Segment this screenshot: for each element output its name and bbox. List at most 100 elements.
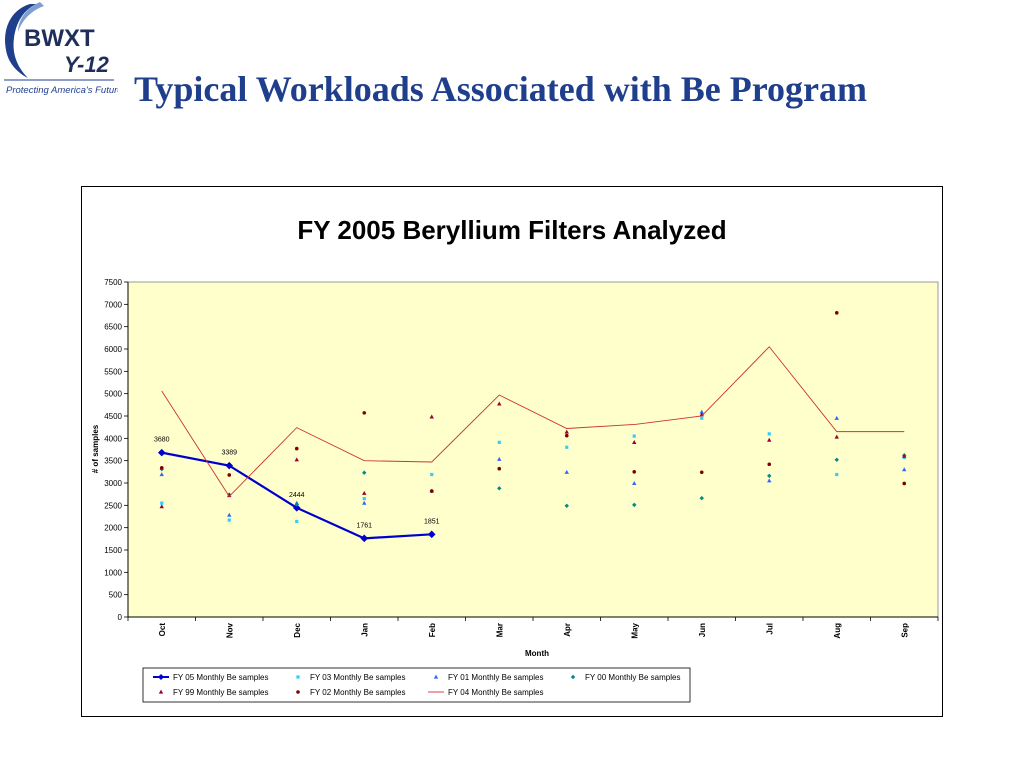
data-point xyxy=(497,440,501,444)
y-tick-label: 6000 xyxy=(104,345,122,354)
legend-item: FY 99 Monthly Be samples xyxy=(158,688,268,697)
logo-swoosh-accent xyxy=(18,2,44,32)
data-point xyxy=(902,453,907,458)
x-tick-label: May xyxy=(630,622,639,638)
data-label: 3680 xyxy=(154,437,170,444)
y-tick-label: 4500 xyxy=(104,412,122,421)
x-tick-label: Sep xyxy=(900,623,909,638)
data-point xyxy=(362,470,367,475)
data-label: 1761 xyxy=(356,522,372,529)
data-point xyxy=(632,481,637,486)
data-point xyxy=(834,415,839,420)
beryllium-chart: FY 2005 Beryllium Filters Analyzed 0 500 1… xyxy=(91,215,939,703)
y-tick-label: 500 xyxy=(109,591,123,600)
legend-swatch-marker xyxy=(157,673,165,681)
legend-box xyxy=(142,667,691,703)
data-point xyxy=(227,512,232,517)
legend-item: FY 02 Monthly Be samples xyxy=(296,688,405,697)
data-point xyxy=(767,473,772,479)
data-point xyxy=(497,466,502,471)
data-point xyxy=(159,504,164,509)
legend-swatch-marker xyxy=(433,674,439,679)
data-label: 3389 xyxy=(221,450,237,457)
x-tick-label: Aug xyxy=(833,623,842,639)
data-point xyxy=(227,493,232,498)
series-fy-04-monthly-be-samples-line xyxy=(161,346,905,498)
data-point xyxy=(430,472,434,477)
x-tick-label: Jun xyxy=(698,623,707,637)
data-point xyxy=(294,446,299,451)
chart-frame: FY 2005 Beryllium Filters Analyzed 0 500 1… xyxy=(81,186,943,717)
data-point xyxy=(159,472,164,477)
logo-brand-bottom: Y-12 xyxy=(64,52,110,77)
data-label: 1851 xyxy=(424,518,440,525)
y-tick-label: 6500 xyxy=(104,323,122,332)
x-tick-label: Feb xyxy=(428,623,437,637)
data-point xyxy=(362,411,367,415)
data-point xyxy=(497,486,502,491)
data-point xyxy=(699,409,704,414)
data-point xyxy=(835,472,839,477)
x-axis-label: Month xyxy=(525,649,549,658)
data-point xyxy=(294,457,299,462)
legend-label: FY 00 Monthly Be samples xyxy=(585,673,680,682)
data-point xyxy=(699,470,704,475)
data-point xyxy=(160,501,164,505)
legend-item: FY 01 Monthly Be samples xyxy=(433,673,543,682)
slide-title: Typical Workloads Associated with Be Pro… xyxy=(134,69,868,109)
y-tick-label: 5500 xyxy=(104,367,122,376)
data-point xyxy=(362,500,367,505)
data-point xyxy=(159,466,164,470)
data-point xyxy=(497,456,502,461)
x-tick-label: Oct xyxy=(158,623,167,637)
data-point xyxy=(902,481,907,486)
plot-area xyxy=(127,281,939,618)
data-point xyxy=(700,416,704,420)
data-point xyxy=(632,439,637,444)
legend-swatch-marker xyxy=(296,675,300,679)
y-tick-label: 7000 xyxy=(104,300,122,309)
data-point xyxy=(429,489,434,493)
data-point xyxy=(564,503,569,508)
data-point xyxy=(767,478,772,483)
x-tick-label: Mar xyxy=(495,623,504,637)
data-point xyxy=(295,519,299,524)
legend-item: FY 04 Monthly Be samples xyxy=(428,688,543,697)
data-point xyxy=(767,432,771,436)
x-tick-label: Dec xyxy=(293,622,302,637)
y-tick-label: 0 xyxy=(118,613,123,622)
chart-title: FY 2005 Beryllium Filters Analyzed xyxy=(297,215,726,245)
data-point xyxy=(834,434,839,439)
legend-swatch-marker xyxy=(570,674,576,680)
data-point xyxy=(834,311,839,315)
legend-item: FY 00 Monthly Be samples xyxy=(570,673,680,682)
data-point xyxy=(564,429,569,434)
y-tick-label: 2500 xyxy=(104,501,122,510)
legend-label: FY 02 Monthly Be samples xyxy=(310,688,405,697)
data-point xyxy=(699,495,704,501)
data-point xyxy=(767,462,772,467)
legend-swatch-marker xyxy=(158,689,164,694)
legend-label: FY 01 Monthly Be samples xyxy=(448,673,543,682)
data-point xyxy=(497,401,502,406)
data-point xyxy=(632,470,637,474)
data-point xyxy=(564,433,569,438)
data-label: 2444 xyxy=(289,492,305,499)
data-point xyxy=(227,518,231,522)
data-point xyxy=(227,473,232,477)
y-tick-label: 3000 xyxy=(104,479,122,488)
logo-swoosh xyxy=(5,4,36,78)
y-tick-label: 3500 xyxy=(104,457,122,466)
data-point xyxy=(157,448,166,457)
data-point xyxy=(564,469,569,474)
y-tick-label: 1500 xyxy=(104,546,122,555)
x-tick-label: Jul xyxy=(765,623,774,635)
legend-swatch-marker xyxy=(296,690,300,694)
logo-tagline: Protecting America's Future xyxy=(6,85,118,96)
logo-brand-top: BWXT xyxy=(24,25,95,52)
data-point xyxy=(362,497,366,501)
data-point xyxy=(834,457,839,462)
data-point xyxy=(632,502,637,508)
x-tick-label: Jan xyxy=(360,623,369,637)
data-point xyxy=(767,437,772,442)
